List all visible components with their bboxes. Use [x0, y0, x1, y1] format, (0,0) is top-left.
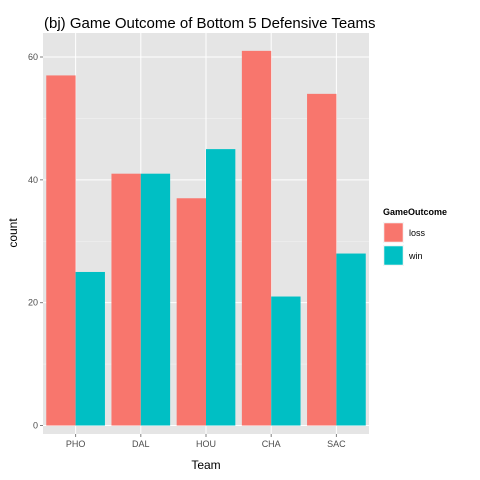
x-tick-label: HOU [196, 439, 216, 449]
chart-title: (bj) Game Outcome of Bottom 5 Defensive … [44, 15, 376, 32]
y-axis-title: count [6, 218, 20, 248]
legend-swatch-loss [383, 222, 404, 243]
x-tick-label: PHO [66, 439, 86, 449]
y-axis: 0 20 40 60 [28, 52, 43, 431]
legend: GameOutcome loss win [383, 207, 447, 266]
bar-sac-win [336, 253, 366, 426]
y-tick-label: 40 [28, 175, 38, 185]
legend-label-loss: loss [409, 228, 426, 238]
legend-swatch-win [383, 245, 404, 266]
bar-hou-win [206, 149, 236, 426]
x-axis-title: Team [191, 458, 220, 472]
y-tick-label: 20 [28, 298, 38, 308]
bar-dal-win [140, 173, 171, 426]
bar-dal-loss [111, 173, 141, 426]
bars [46, 50, 366, 426]
bar-hou-loss [176, 198, 206, 426]
x-axis: PHO DAL HOU CHA SAC [66, 434, 346, 449]
bar-cha-win [271, 296, 301, 426]
bar-pho-win [75, 271, 105, 426]
x-tick-label: SAC [327, 439, 346, 449]
legend-label-win: win [408, 251, 423, 261]
y-tick-label: 0 [33, 421, 38, 431]
bar-sac-loss [307, 93, 337, 426]
legend-title: GameOutcome [383, 207, 447, 217]
x-tick-label: DAL [132, 439, 150, 449]
y-tick-label: 60 [28, 52, 38, 62]
bar-cha-loss [241, 50, 272, 426]
x-tick-label: CHA [262, 439, 281, 449]
bar-pho-loss [46, 75, 76, 426]
